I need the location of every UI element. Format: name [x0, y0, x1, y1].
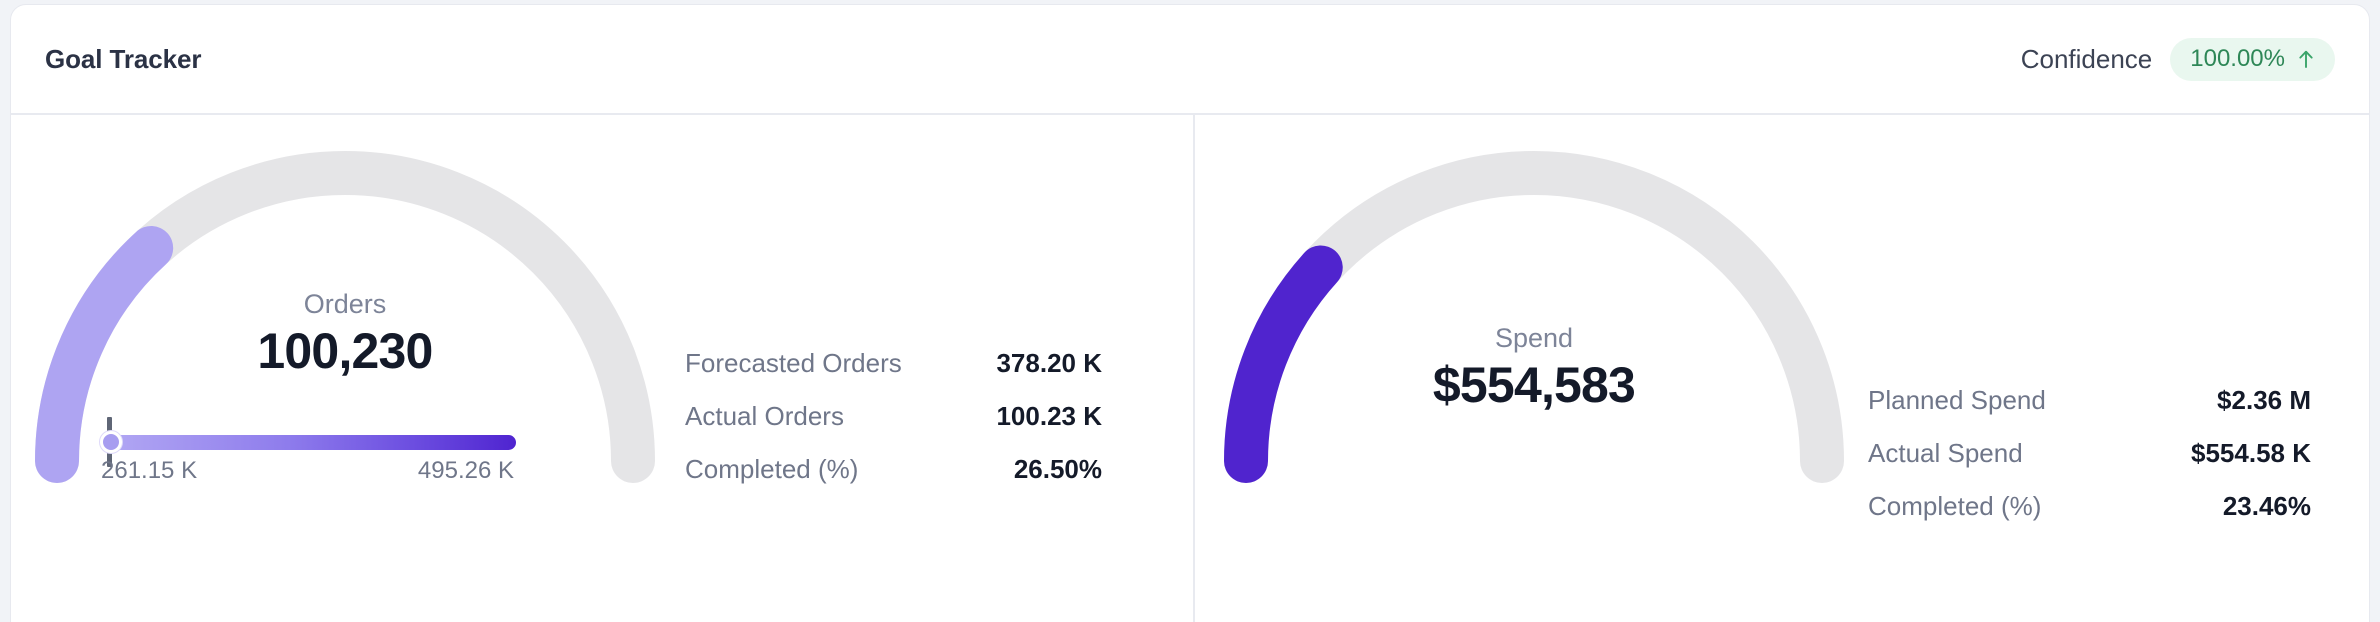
metric-row: Forecasted Orders 378.20 K	[685, 348, 1102, 401]
orders-range-slider[interactable]: 261.15 K 495.26 K	[100, 417, 516, 487]
metric-label: Forecasted Orders	[685, 348, 902, 378]
page-title: Goal Tracker	[45, 43, 202, 74]
slider-min-label: 261.15 K	[101, 457, 198, 484]
gauge-orders: Orders 100,230 261.15 K 495.26 K	[25, 101, 665, 521]
metric-row: Actual Orders 100.23 K	[685, 401, 1102, 454]
gauge-track	[1224, 151, 1844, 483]
confidence-group: Confidence 100.00%	[2020, 37, 2335, 81]
metric-label: Planned Spend	[1868, 385, 2046, 415]
metric-label: Completed (%)	[1868, 491, 2042, 521]
metrics-list-orders: Forecasted Orders 378.20 K Actual Orders…	[665, 115, 1192, 507]
confidence-label: Confidence	[2020, 43, 2153, 74]
panel-spend: Spend $554,583 Planned Spend $2.36 M Act…	[1192, 115, 2369, 622]
metric-value: 26.50%	[1013, 454, 1102, 484]
slider-max-label: 495.26 K	[417, 457, 514, 484]
metric-value: 378.20 K	[996, 348, 1102, 378]
metric-value: $554.58 K	[2191, 438, 2311, 468]
metric-value: 23.46%	[2222, 491, 2311, 521]
metrics-list-spend: Planned Spend $2.36 M Actual Spend $554.…	[1854, 115, 2369, 544]
card-header: Goal Tracker Confidence 100.00%	[11, 5, 2369, 113]
metric-row: Planned Spend $2.36 M	[1868, 385, 2311, 438]
metric-row: Completed (%) 26.50%	[685, 454, 1102, 507]
up-arrow-icon	[2297, 49, 2315, 69]
confidence-value: 100.00%	[2190, 44, 2285, 72]
metric-row: Actual Spend $554.58 K	[1868, 438, 2311, 491]
slider-bar[interactable]	[101, 435, 516, 450]
metric-value: $2.36 M	[2217, 385, 2311, 415]
goal-tracker-card: Goal Tracker Confidence 100.00%	[10, 4, 2370, 622]
gauge-value-arc	[35, 225, 174, 483]
confidence-badge[interactable]: 100.00%	[2170, 37, 2335, 81]
gauge-track	[35, 151, 655, 483]
header-divider	[11, 113, 2369, 115]
slider-range-labels: 261.15 K 495.26 K	[101, 457, 516, 487]
panels-container: Orders 100,230 261.15 K 495.26 K	[11, 115, 2369, 622]
gauge-spend: Spend $554,583	[1214, 101, 1854, 521]
panel-divider	[1193, 115, 1195, 622]
slider-handle[interactable]	[100, 431, 122, 453]
gauge-value-arc	[1224, 245, 1343, 483]
metric-row: Completed (%) 23.46%	[1868, 491, 2311, 544]
metric-label: Completed (%)	[685, 454, 859, 484]
metric-label: Actual Spend	[1868, 438, 2023, 468]
metric-value: 100.23 K	[996, 401, 1102, 431]
panel-orders: Orders 100,230 261.15 K 495.26 K	[11, 115, 1192, 622]
slider-track-row	[100, 417, 516, 467]
metric-label: Actual Orders	[685, 401, 844, 431]
